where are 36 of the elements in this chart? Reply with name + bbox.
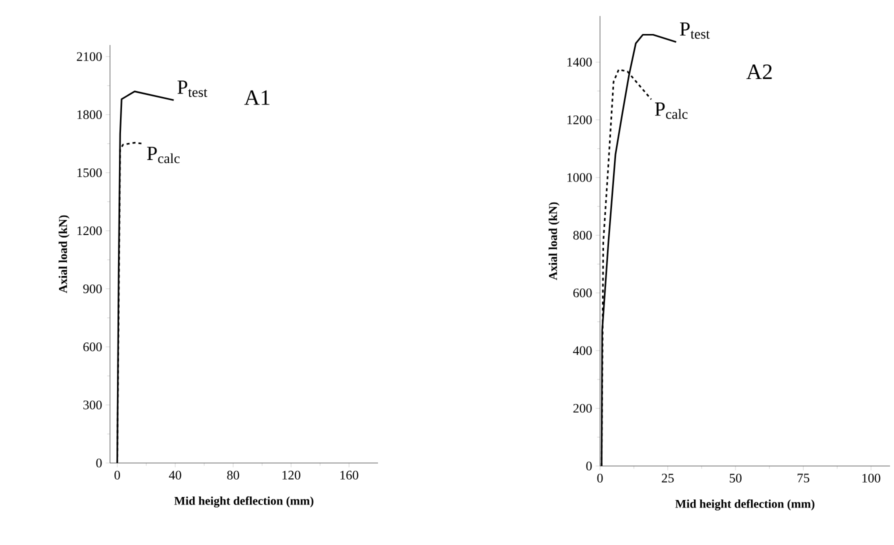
y-tick-label: 1500	[77, 168, 102, 178]
y-tick-label: 200	[573, 404, 592, 413]
series-label: P$_{test}$	[680, 22, 710, 39]
x-tick-label: 75	[798, 474, 810, 482]
x-axis-title: Mid height deflection (mm)	[174, 496, 314, 508]
series-label: P$_{calc}$	[147, 146, 180, 164]
y-tick-label: 1200	[567, 115, 592, 124]
y-tick-label: 600	[573, 288, 592, 298]
text: A1	[244, 90, 270, 105]
x-tick-label: 80	[227, 470, 240, 480]
y-axis-title: Axial load (kN)	[548, 202, 560, 280]
text: A2	[746, 64, 772, 80]
y-axis-title: Axial load (kN)	[58, 215, 70, 294]
x-tick-label: 120	[282, 470, 300, 480]
y-tick-label: 300	[83, 400, 102, 410]
x-tick-label: 40	[168, 470, 182, 480]
y-tick-label: 1400	[567, 58, 592, 67]
x-tick-label: 50	[730, 474, 742, 483]
x-tick-label: 100	[862, 474, 880, 483]
x-tick-label: 0	[114, 470, 120, 480]
x-tick-label: 25	[662, 474, 674, 482]
x-tick-label: 0	[597, 474, 603, 483]
series-label: P$_{test}$	[178, 80, 208, 97]
y-tick-label: 1800	[77, 110, 102, 120]
y-tick-label: 400	[573, 346, 592, 355]
y-tick-label: 1200	[77, 226, 102, 236]
y-tick-label: 0	[586, 462, 592, 470]
y-tick-label: 0	[96, 458, 102, 468]
y-tick-label: 1000	[567, 173, 592, 182]
y-tick-label: 2100	[76, 52, 102, 61]
y-tick-label: 800	[573, 230, 592, 240]
x-tick-label: 160	[340, 470, 358, 480]
y-tick-label: 600	[83, 342, 102, 352]
x-axis-title: Mid height deflection (mm)	[675, 499, 814, 510]
y-tick-label: 900	[83, 284, 102, 294]
series-label: P$_{calc}$	[655, 102, 688, 119]
